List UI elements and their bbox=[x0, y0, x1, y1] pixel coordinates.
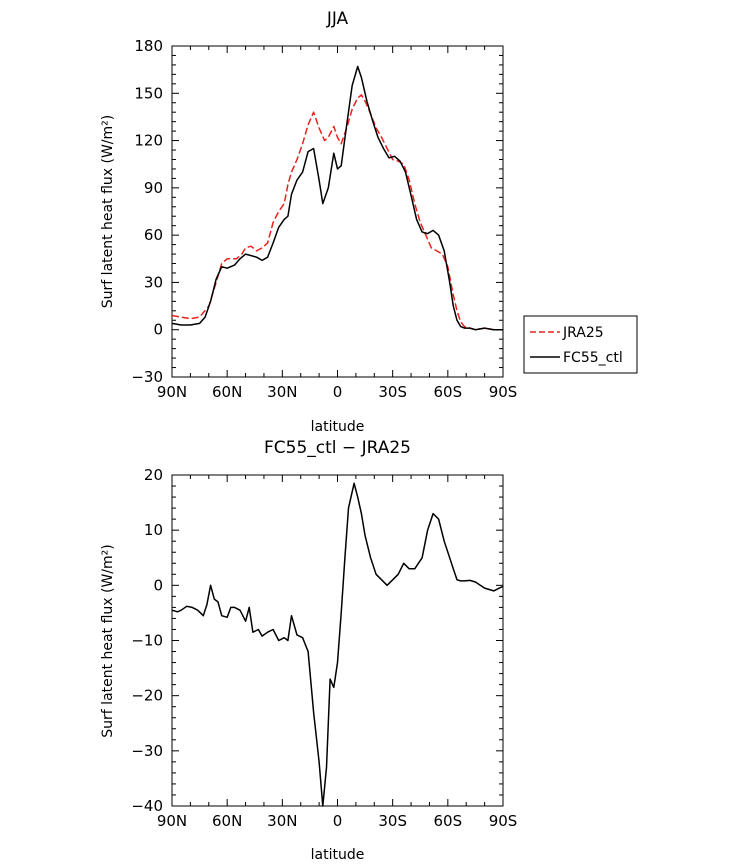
bottom-xtick-label: 90S bbox=[489, 812, 518, 830]
legend-box bbox=[523, 315, 638, 374]
top-chart-title: JJA bbox=[326, 9, 349, 29]
top-ytick-label: 90 bbox=[144, 179, 163, 197]
legend-label-jra25: JRA25 bbox=[562, 325, 604, 341]
bottom-xtick-label: 60N bbox=[212, 812, 242, 830]
top-chart-ylabel: Surf latent heat flux (W/m²) bbox=[100, 115, 116, 308]
bottom-ytick-label: −30 bbox=[131, 742, 163, 760]
bottom-ytick-label: −10 bbox=[131, 632, 163, 650]
bottom-chart-xlabel: latitude bbox=[311, 847, 365, 863]
bottom-ytick-label: 0 bbox=[153, 576, 163, 594]
top-ytick-label: 150 bbox=[134, 84, 163, 102]
bottom-series-lines bbox=[171, 482, 504, 807]
top-xtick-label: 30N bbox=[267, 383, 297, 401]
top-xtick-label: 0 bbox=[333, 383, 343, 401]
bottom-chart-title: FC55_ctl − JRA25 bbox=[264, 438, 411, 458]
top-ytick-label: 120 bbox=[134, 132, 163, 150]
top-y-ticks: −30 0 30 60 90 120 150 180 bbox=[131, 37, 503, 386]
top-series-jra25 bbox=[171, 94, 503, 331]
bottom-xtick-label: 30N bbox=[267, 812, 297, 830]
top-xtick-label: 60S bbox=[434, 383, 463, 401]
top-xtick-label: 90N bbox=[157, 383, 187, 401]
top-ytick-label: 180 bbox=[134, 37, 163, 55]
top-ytick-label: 30 bbox=[144, 273, 163, 291]
legend-label-fc55-ctl: FC55_ctl bbox=[563, 350, 623, 366]
bottom-plot-frame bbox=[171, 474, 504, 807]
top-xtick-label: 90S bbox=[489, 383, 518, 401]
top-series-fc55-ctl bbox=[171, 65, 503, 331]
bottom-xtick-label: 30S bbox=[378, 812, 407, 830]
top-x-ticks: 90N 60N 30N 0 30S 60S 90S bbox=[157, 46, 517, 401]
bottom-xtick-label: 90N bbox=[157, 812, 187, 830]
top-ytick-label: −30 bbox=[131, 368, 163, 386]
bottom-x-ticks: 90N 60N 30N 0 30S 60S 90S bbox=[157, 475, 517, 830]
bottom-ytick-label: −20 bbox=[131, 687, 163, 705]
bottom-xtick-label: 0 bbox=[333, 812, 343, 830]
top-series-lines bbox=[171, 65, 503, 331]
bottom-ytick-label: −40 bbox=[131, 797, 163, 815]
top-xtick-label: 60N bbox=[212, 383, 242, 401]
bottom-xtick-label: 60S bbox=[434, 812, 463, 830]
bottom-panel: FC55_ctl − JRA25 Surf latent heat flux (… bbox=[100, 438, 517, 863]
top-panel: JJA Surf latent heat flux (W/m²) latitud… bbox=[100, 9, 517, 435]
top-chart-xlabel: latitude bbox=[311, 419, 365, 435]
top-ytick-label: 0 bbox=[153, 321, 163, 339]
legend: JRA25 FC55_ctl bbox=[523, 315, 638, 374]
bottom-y-ticks: −40 −30 −20 −10 0 10 20 bbox=[131, 466, 503, 815]
top-ytick-label: 60 bbox=[144, 226, 163, 244]
bottom-chart-ylabel: Surf latent heat flux (W/m²) bbox=[100, 544, 116, 737]
top-plot-frame bbox=[171, 45, 504, 378]
bottom-ytick-label: 10 bbox=[144, 521, 163, 539]
bottom-series-fc55-ctl-jra25 bbox=[171, 482, 504, 807]
bottom-ytick-label: 20 bbox=[144, 466, 163, 484]
top-xtick-label: 30S bbox=[378, 383, 407, 401]
